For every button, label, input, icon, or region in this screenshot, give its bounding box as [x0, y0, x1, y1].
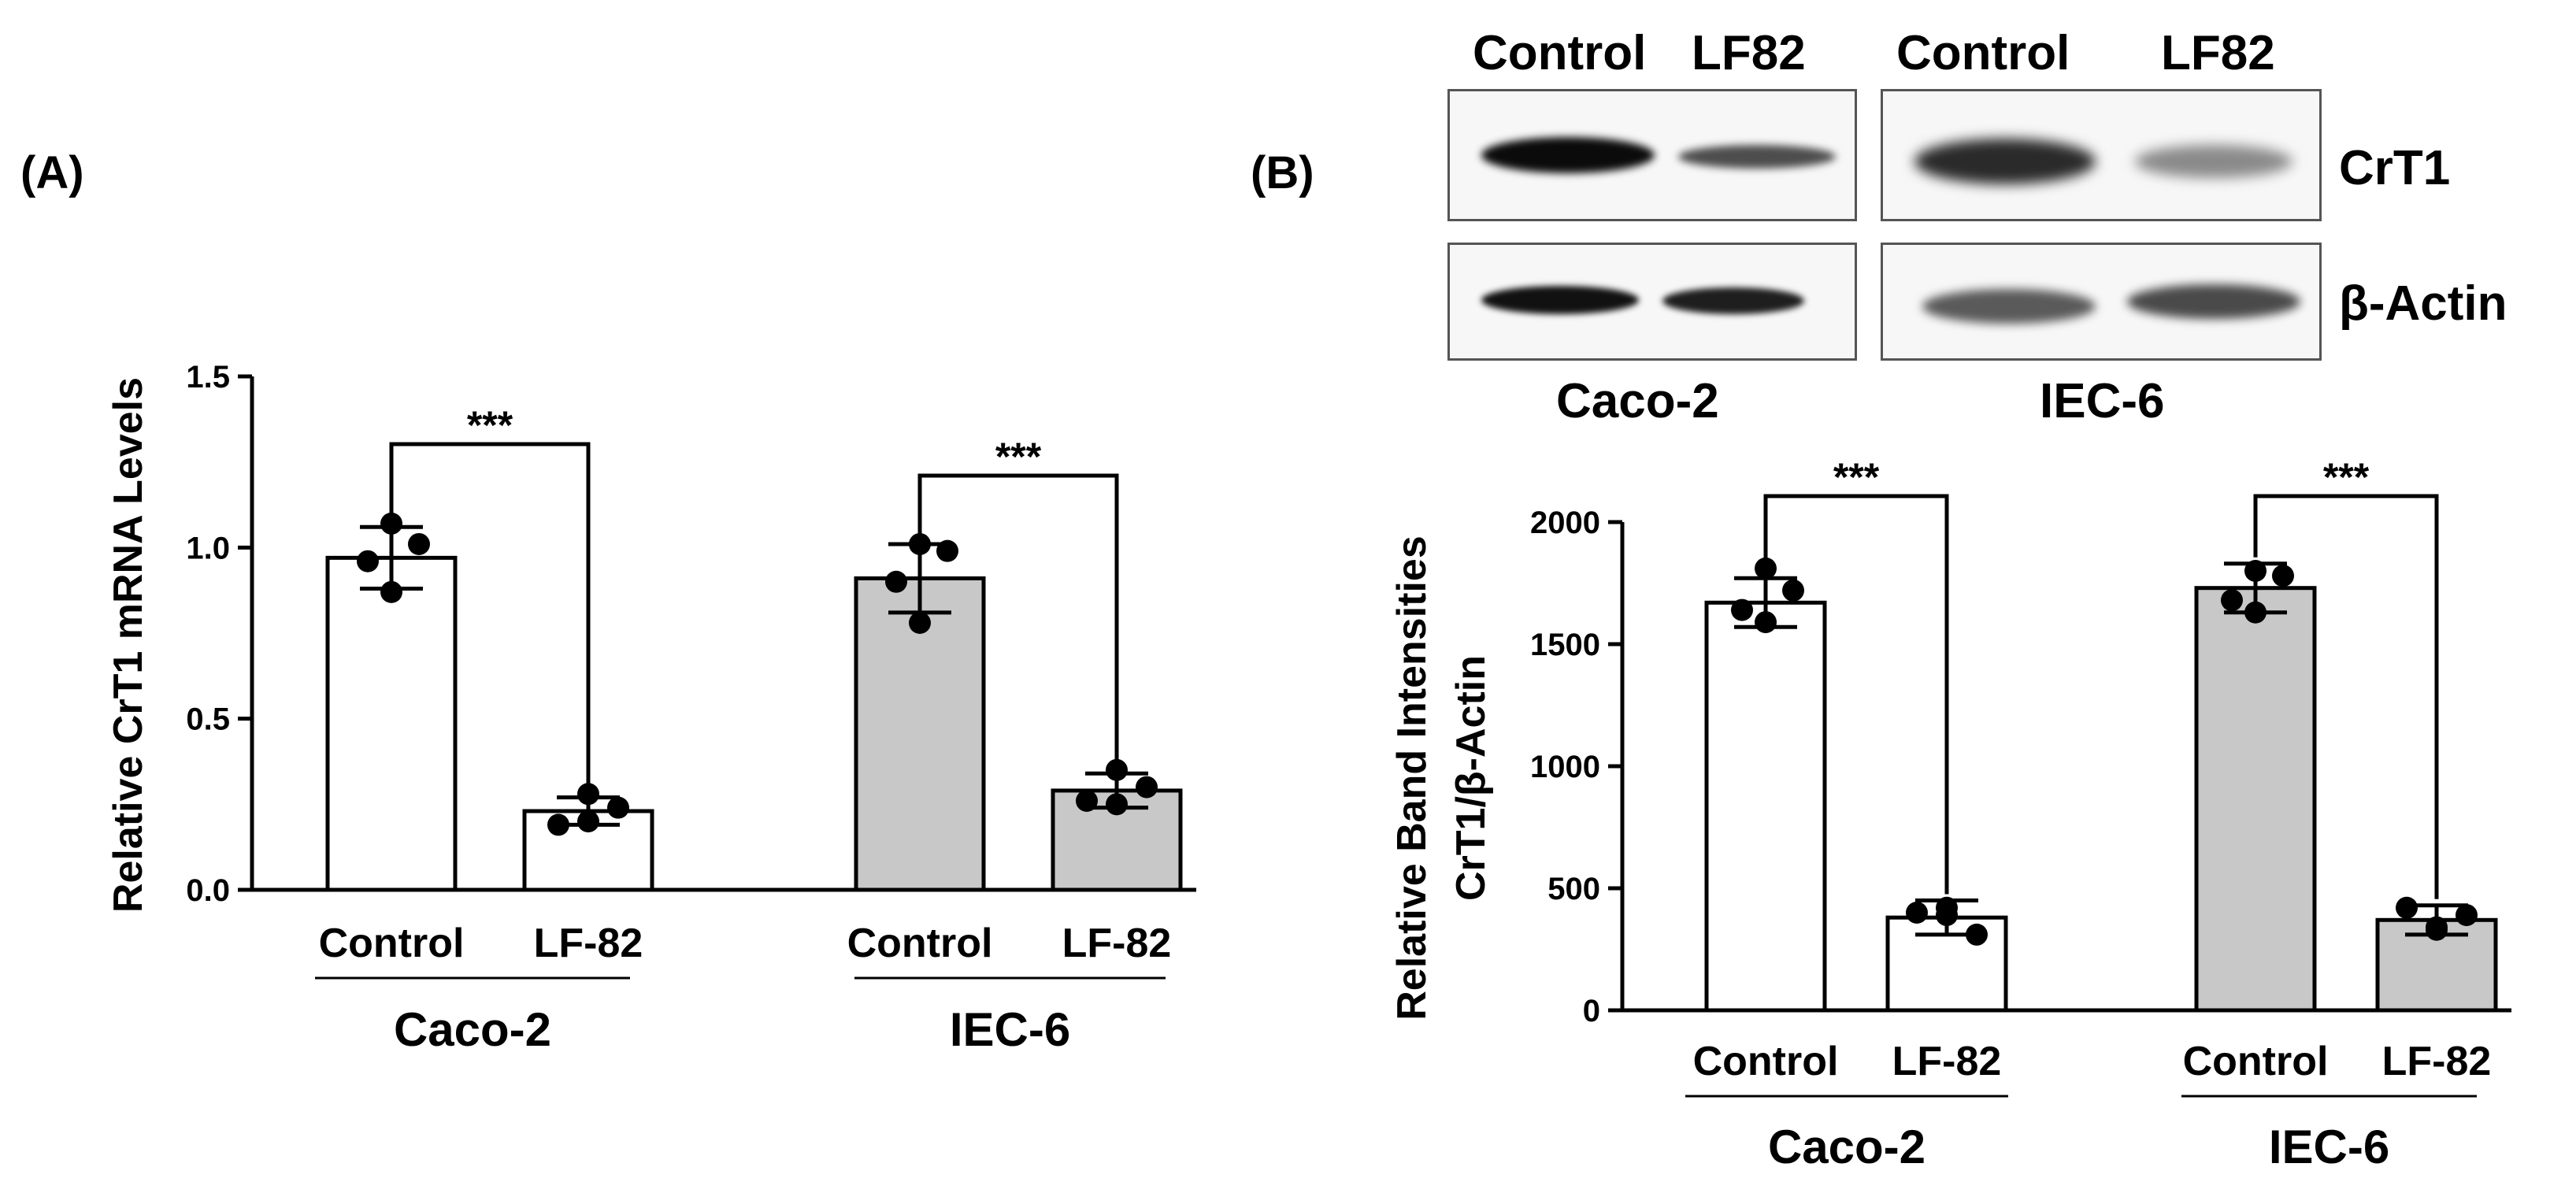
y-tick-label: 0.0	[186, 873, 230, 908]
blot-actin-caco2	[1447, 243, 1857, 361]
y-tick-label: 500	[1547, 872, 1600, 906]
category-label: Control	[2183, 1039, 2329, 1084]
data-point	[2426, 918, 2448, 941]
band	[1678, 145, 1836, 169]
band	[2127, 284, 2300, 319]
y-tick-label: 0.5	[186, 702, 230, 737]
blot-crt1-iec6	[1881, 89, 2322, 221]
band	[1922, 289, 2096, 324]
blot-lane-label: LF82	[2161, 26, 2275, 80]
category-label: LF-82	[534, 921, 643, 966]
data-point	[2396, 896, 2418, 919]
data-point	[1966, 923, 1988, 946]
data-point	[909, 611, 931, 634]
data-point	[1136, 776, 1158, 798]
group-label: Caco-2	[394, 1003, 551, 1056]
band	[1914, 139, 2096, 184]
y-tick-label: 1.0	[186, 531, 230, 565]
data-point	[1782, 579, 1804, 602]
y-axis-label: Relative Band Intensities	[1389, 535, 1435, 1021]
band	[1481, 286, 1639, 314]
data-point	[1106, 793, 1128, 816]
data-point	[607, 796, 629, 819]
data-point	[2456, 904, 2478, 927]
group-label: Caco-2	[1768, 1121, 1926, 1173]
data-point	[1755, 611, 1777, 634]
y-tick-label: 1.5	[186, 360, 230, 395]
category-label: Control	[1693, 1039, 1839, 1084]
blot-cell-line-label: IEC-6	[2040, 374, 2165, 428]
data-point	[1936, 904, 1958, 927]
data-point	[408, 532, 430, 555]
y-tick-label: 0	[1583, 994, 1600, 1028]
band	[2135, 145, 2292, 178]
data-point	[885, 570, 907, 593]
blot-lane-label: Control	[1896, 26, 2070, 80]
significance-bracket	[1763, 494, 1949, 895]
bar	[1704, 600, 1827, 1013]
significance-bracket	[917, 473, 1119, 768]
data-point	[380, 512, 402, 535]
data-point	[547, 813, 569, 836]
panel-a-label: (A)	[20, 147, 84, 198]
significance-label: ***	[467, 403, 513, 447]
y-tick-label: 1500	[1530, 628, 1600, 662]
data-point	[2244, 560, 2267, 582]
bar	[325, 555, 458, 892]
blot-row-label: CrT1	[2339, 141, 2451, 195]
data-point	[577, 783, 599, 806]
data-point	[1906, 902, 1928, 924]
category-label: Control	[319, 921, 465, 966]
blot-lane-label: Control	[1473, 26, 1647, 80]
group-label: IEC-6	[2269, 1121, 2389, 1173]
data-point	[936, 539, 958, 562]
data-point	[380, 580, 402, 603]
y-tick-label: 2000	[1530, 506, 1600, 540]
band	[1481, 137, 1655, 173]
y-tick-label: 1000	[1530, 750, 1600, 784]
data-point	[1076, 789, 1098, 812]
data-point	[577, 810, 599, 833]
significance-label: ***	[2323, 455, 2370, 499]
band	[1662, 287, 1804, 314]
data-point	[909, 532, 931, 555]
blot-actin-iec6	[1881, 243, 2322, 361]
data-point	[2272, 565, 2294, 587]
y-axis-label: Relative CrT1 mRNA Levels	[106, 377, 151, 913]
bar	[2194, 586, 2317, 1013]
blot-row-label: β-Actin	[2339, 276, 2507, 331]
data-point	[357, 550, 379, 572]
data-point	[1106, 758, 1128, 781]
significance-bracket	[2253, 494, 2439, 899]
data-point	[2244, 601, 2267, 624]
significance-bracket	[389, 442, 591, 791]
y-axis-label-2: CrT1/β-Actin	[1448, 655, 1494, 901]
panel-b-label: (B)	[1251, 147, 1314, 198]
blot-crt1-caco2	[1447, 89, 1857, 221]
significance-label: ***	[995, 435, 1042, 479]
data-point	[1731, 598, 1753, 621]
group-label: IEC-6	[950, 1003, 1070, 1056]
category-label: LF-82	[1892, 1039, 2002, 1084]
data-point	[2221, 589, 2243, 612]
significance-label: ***	[1833, 455, 1880, 499]
category-label: LF-82	[1062, 921, 1172, 966]
blot-cell-line-label: Caco-2	[1556, 374, 1719, 428]
category-label: LF-82	[2382, 1039, 2492, 1084]
blot-lane-label: LF82	[1692, 26, 1806, 80]
category-label: Control	[847, 921, 993, 966]
